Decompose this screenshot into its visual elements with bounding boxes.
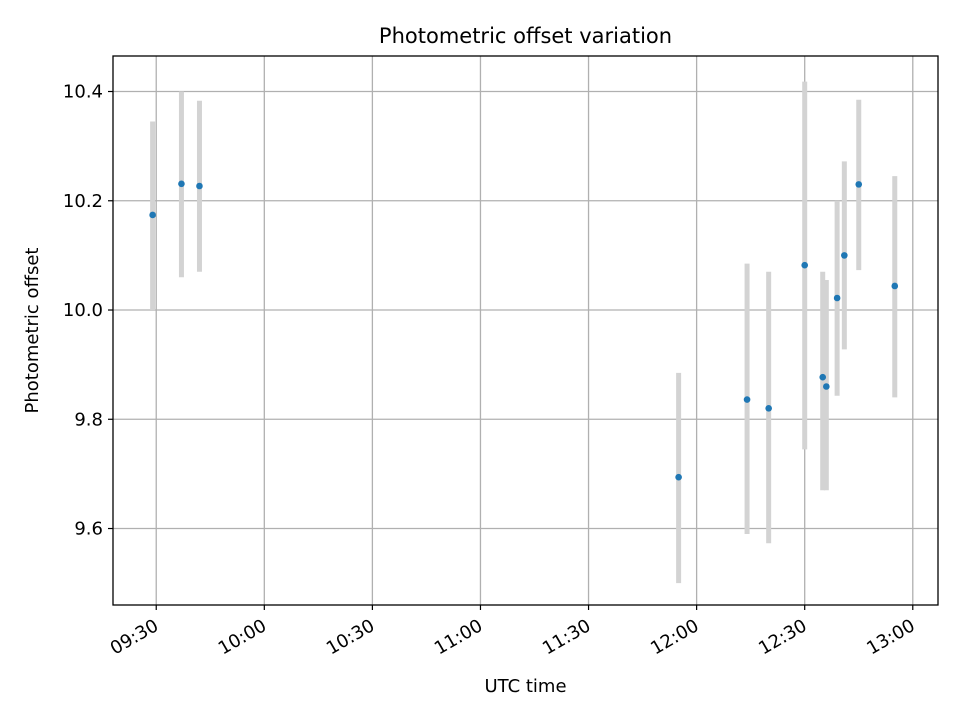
data-point	[891, 282, 899, 290]
data-point	[801, 261, 809, 269]
y-tick-label: 10.2	[63, 191, 103, 212]
y-tick-label: 9.8	[74, 409, 103, 430]
data-point	[149, 211, 156, 219]
plot-frame	[112, 55, 939, 606]
y-axis-label: Photometric offset	[22, 248, 43, 414]
x-tick-label: 10:00	[215, 615, 270, 659]
y-tick-label: 10.4	[63, 82, 103, 103]
data-point	[675, 473, 682, 481]
x-tick-label: 12:30	[755, 615, 810, 659]
data-points	[149, 180, 899, 481]
data-point	[855, 181, 863, 188]
grid	[113, 56, 938, 605]
data-point	[765, 405, 772, 412]
data-point	[819, 373, 827, 381]
x-tick-label: 09:30	[107, 615, 162, 659]
y-axis: 9.6 9.8 10.0 10.2 10.4	[63, 82, 113, 540]
data-point	[196, 182, 203, 190]
y-tick-label: 10.0	[63, 300, 103, 321]
x-tick-label: 13:00	[863, 615, 918, 659]
x-tick-label: 12:00	[647, 615, 702, 659]
data-point	[178, 180, 185, 188]
data-point	[823, 383, 830, 390]
x-axis-label: UTC time	[484, 676, 566, 697]
data-point	[833, 294, 841, 302]
x-tick-label: 11:30	[539, 615, 594, 659]
data-point	[743, 396, 751, 403]
y-tick-label: 9.6	[74, 519, 103, 540]
x-tick-label: 11:00	[431, 615, 486, 659]
x-tick-label: 10:30	[323, 615, 378, 659]
x-axis: 09:30 10:00 10:30 11:00 11:30 12:00 12:30 13:00	[107, 605, 919, 659]
chart-title: Photometric offset variation	[379, 24, 672, 48]
data-point	[841, 252, 848, 259]
